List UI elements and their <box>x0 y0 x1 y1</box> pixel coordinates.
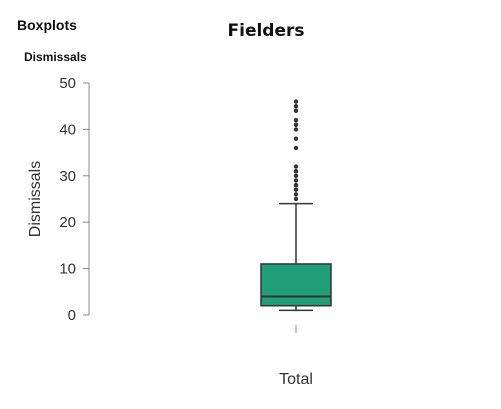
y-ticks: 0 10 20 30 40 50 <box>59 75 89 324</box>
chart-title: Fielders <box>227 21 305 41</box>
y-tick-label: 40 <box>59 121 76 138</box>
outlier-point <box>293 196 299 202</box>
outlier-point <box>293 108 299 114</box>
y-tick-label: 30 <box>59 168 76 185</box>
outlier-point <box>293 168 299 174</box>
outlier-point <box>293 99 299 104</box>
outlier-point <box>293 182 299 188</box>
y-axis-label: Dismissals <box>27 161 44 237</box>
box-group <box>260 202 332 312</box>
outlier-point <box>293 192 299 197</box>
outlier-point <box>293 164 299 169</box>
interquartile-box <box>260 263 332 307</box>
section-title: Boxplots <box>17 17 77 33</box>
outlier-point <box>293 117 299 123</box>
outlier-point <box>293 104 299 109</box>
outlier-point <box>293 136 299 141</box>
y-tick-label: 50 <box>59 75 76 92</box>
outlier-point <box>293 187 299 192</box>
outlier-point <box>293 122 299 127</box>
outlier-point <box>293 173 299 178</box>
y-tick-label: 10 <box>59 261 76 278</box>
y-axis: 0 10 20 30 40 50 <box>59 75 90 324</box>
outliers <box>293 99 299 202</box>
outlier-point <box>293 178 299 183</box>
y-tick-label: 20 <box>59 214 76 231</box>
outlier-point <box>293 127 299 132</box>
y-tick-label: 0 <box>68 307 76 324</box>
x-category-label: Total <box>279 371 313 388</box>
outlier-point <box>293 145 299 151</box>
variable-title: Dismissals <box>24 50 87 64</box>
